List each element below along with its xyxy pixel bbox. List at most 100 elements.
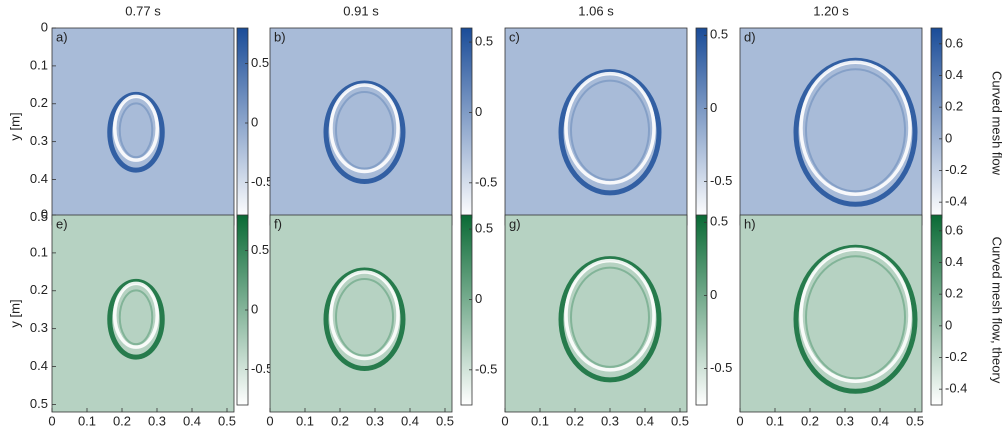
panel-label: d) — [744, 29, 756, 44]
x-tick-label: 0.1 — [78, 413, 96, 428]
wave-ring-inner — [570, 79, 650, 181]
colorbar-tick-label: 0.4 — [945, 67, 963, 82]
heatmap-panel: d) — [739, 27, 923, 226]
colorbar-tick-label: 0.5 — [475, 221, 493, 236]
colorbar-tick-label: 0 — [710, 287, 717, 302]
heatmap-panel: f) — [269, 214, 453, 413]
panel-title: 0.77 s — [125, 3, 161, 18]
panel-label: e) — [56, 216, 68, 231]
y-axis-label: y [m] — [7, 112, 22, 140]
wave-ring-light — [799, 247, 912, 384]
wave-ring-inner — [335, 278, 394, 357]
colorbar-tick-label: 0.5 — [251, 242, 269, 257]
heatmap-image — [505, 28, 687, 225]
x-tick-label: 0 — [48, 413, 55, 428]
x-tick-label: 0.2 — [113, 413, 131, 428]
x-tick-label: 0.4 — [871, 413, 889, 428]
colorbar — [695, 214, 708, 406]
x-tick-label: 0.4 — [401, 413, 419, 428]
x-axis-label: x [m] — [582, 429, 610, 431]
colorbar-tick-label: 0 — [251, 301, 258, 316]
colorbar-tick-label: 0 — [945, 317, 952, 332]
x-tick-label: 0 — [501, 413, 508, 428]
x-tick-label: 0.3 — [601, 413, 619, 428]
colorbar-tick-label: -0.4 — [945, 194, 967, 209]
heatmap-background — [270, 28, 452, 225]
y-tick-label: 0.2 — [30, 282, 48, 297]
plot-frame — [504, 214, 688, 413]
heatmap-panel: e) — [51, 214, 235, 413]
x-axis-label: x [m] — [129, 429, 157, 431]
plot-frame — [51, 214, 235, 413]
colorbar-tick-label: 0 — [710, 100, 717, 115]
colorbar-tick-label: -0.5 — [251, 361, 273, 376]
y-tick-label: 0.1 — [30, 244, 48, 259]
row-label: Curved mesh flow, theory — [990, 237, 1005, 384]
colorbar-tick-label: -0.2 — [945, 349, 967, 364]
colorbar-tick-label: 0.6 — [945, 35, 963, 50]
y-tick-label: 0.4 — [30, 358, 48, 373]
colorbar-tick-label: -0.5 — [710, 173, 732, 188]
x-tick-label: 0.5 — [218, 413, 236, 428]
colorbar-tick-label: 0 — [251, 114, 258, 129]
heatmap-panel: g) — [504, 214, 688, 413]
panel-label: a) — [56, 29, 68, 44]
colorbar — [695, 27, 708, 219]
panel-label: c) — [509, 29, 520, 44]
x-tick-label: 0.3 — [148, 413, 166, 428]
x-tick-label: 0.5 — [671, 413, 689, 428]
heatmap-panel: c) — [504, 27, 688, 226]
colorbar-tick-label: 0 — [475, 291, 482, 306]
wave-ring-inner — [118, 102, 154, 159]
wave-ring-light — [799, 60, 912, 197]
heatmap-image — [52, 28, 234, 225]
row-label: Curved mesh flow — [990, 71, 1005, 176]
colorbar — [460, 214, 473, 406]
heatmap-panel: h) — [739, 214, 923, 413]
plot-frame — [739, 214, 923, 413]
colorbar-tick-label: 0 — [475, 104, 482, 119]
y-tick-label: 0.5 — [30, 396, 48, 411]
plot-frame — [269, 214, 453, 413]
colorbar-tick-label: -0.5 — [251, 174, 273, 189]
y-tick-label: 0.3 — [30, 133, 48, 148]
wave-ring-light — [564, 258, 656, 372]
x-tick-label: 0.5 — [436, 413, 454, 428]
colorbar-tick-label: 0 — [945, 130, 952, 145]
x-tick-label: 0.1 — [766, 413, 784, 428]
y-tick-label: 0 — [41, 19, 48, 34]
x-tick-label: 0.4 — [183, 413, 201, 428]
panel-title: 1.06 s — [578, 3, 614, 18]
heatmap-image — [270, 28, 452, 225]
wave-ring-dark — [107, 91, 165, 173]
heatmap-background — [52, 28, 234, 225]
y-tick-label: 0 — [41, 206, 48, 221]
wave-ring-inner — [805, 68, 906, 193]
heatmap-image — [505, 215, 687, 412]
colorbar-tick-label: 0.6 — [945, 222, 963, 237]
wave-ring-dark — [323, 267, 406, 372]
x-tick-label: 0.4 — [636, 413, 654, 428]
y-tick-label: 0.2 — [30, 95, 48, 110]
heatmap-image — [740, 28, 922, 225]
panel-label: g) — [509, 216, 521, 231]
x-tick-label: 0.3 — [366, 413, 384, 428]
wave-ring-dark — [558, 256, 662, 383]
panel-label: h) — [744, 216, 756, 231]
y-tick-label: 0.3 — [30, 320, 48, 335]
x-axis-label: x [m] — [347, 429, 375, 431]
heatmap-background — [52, 215, 234, 412]
x-tick-label: 0.1 — [296, 413, 314, 428]
wave-ring-light — [564, 71, 656, 185]
y-tick-label: 0.4 — [30, 171, 48, 186]
wave-ring-dark — [107, 278, 165, 360]
colorbar-tick-label: 0.5 — [251, 55, 269, 70]
wave-ring-dark — [323, 80, 406, 185]
wave-ring-dark — [793, 244, 918, 394]
x-tick-label: 0.2 — [801, 413, 819, 428]
x-tick-label: 0.5 — [906, 413, 924, 428]
heatmap-panel: a) — [51, 27, 235, 226]
colorbar-tick-label: 0.2 — [945, 99, 963, 114]
wave-ring-light — [329, 270, 400, 361]
colorbar-tick-label: 0.4 — [945, 254, 963, 269]
